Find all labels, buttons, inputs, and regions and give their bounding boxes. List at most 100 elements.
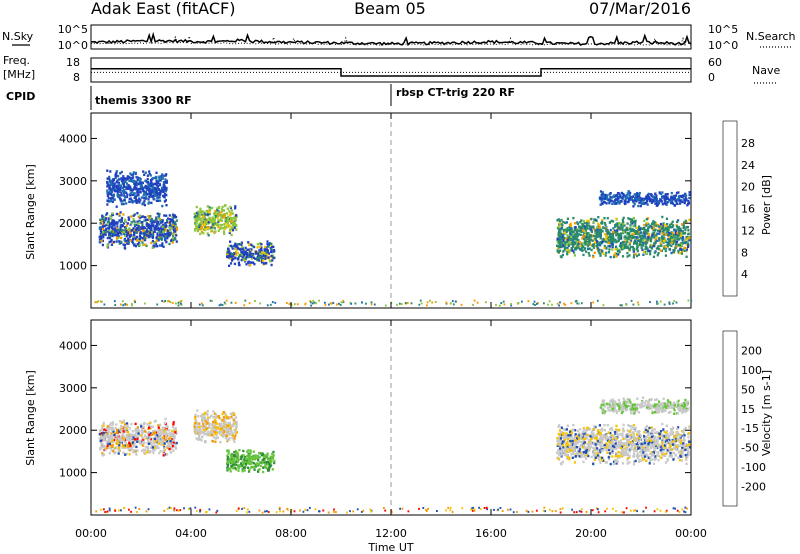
scatter-point-cluster-6 [637,204,640,208]
scatter-point-cluster-5 [558,239,561,243]
scatter-point-cluster-4 [640,444,643,447]
scatter-point-cluster-6 [644,202,647,205]
scatter-point-cluster-5 [654,250,657,253]
scatter-point-cluster-4 [236,244,239,247]
scatter-point-cluster-2 [116,186,119,189]
scatter-point-cluster-3 [247,470,251,473]
scatter-point-cluster-1 [139,442,142,445]
scatter-point-cluster-4 [674,439,678,442]
scatter-point-cluster-4 [260,246,263,249]
scatter-point-cluster-1 [136,243,139,246]
scatter-point-cluster-2 [221,430,224,433]
scatter-point-cluster-5 [590,225,593,228]
ground-scatter-point [254,300,256,302]
scatter-point-cluster-1 [125,438,128,441]
scatter-point-cluster-5 [618,237,621,240]
scatter-point-cluster-4 [240,247,244,251]
scatter-point-cluster-5 [629,227,632,230]
scatter-point-cluster-3 [247,456,250,459]
scatter-point-cluster-5 [683,232,686,235]
scatter-point-cluster-2 [228,421,231,425]
scatter-point-cluster-5 [570,228,573,232]
scatter-point-cluster-2 [122,177,125,180]
scatter-point-cluster-1 [110,217,113,221]
scatter-point-cluster-5 [592,221,595,224]
scatter-point-cluster-1 [162,450,165,453]
scatter-point-cluster-4 [240,243,243,246]
scatter-point-cluster-1 [100,428,103,432]
scatter-point-cluster-2 [198,436,201,439]
scatter-point-cluster-1 [124,218,127,221]
scatter-point-cluster-4 [228,244,231,248]
scatter-point-cluster-5 [563,249,566,252]
scatter-point-cluster-5 [615,217,618,221]
scatter-point-cluster-5 [597,216,600,219]
scatter-point-cluster-3 [222,209,225,212]
scatter-point-cluster-4 [270,263,273,267]
scatter-point-cluster-1 [112,438,115,442]
scatter-point-cluster-1 [99,227,102,231]
scatter-point-cluster-1 [134,449,137,453]
scatter-point-cluster-5 [610,241,613,244]
scatter-point-cluster-1 [172,449,175,452]
scatter-point-cluster-3 [248,455,251,458]
scatter-point-cluster-2 [222,429,225,433]
scatter-point-cluster-5 [577,233,580,236]
scatter-point-cluster-3 [223,225,226,229]
scatter-point-cluster-2 [204,432,207,436]
scatter-point-cluster-3 [226,224,229,227]
scatter-point-cluster-3 [227,463,230,466]
scatter-point-cluster-3 [241,463,245,466]
scatter-point-cluster-5 [599,234,602,237]
scatter-point-cluster-5 [681,230,684,233]
scatter-point-cluster-5 [574,222,577,225]
ground-scatter-point [596,299,599,302]
scatter-point-cluster-2 [155,171,158,174]
scatter-point-cluster-5 [649,239,652,243]
scatter-point-cluster-1 [156,232,159,235]
scatter-point-cluster-1 [115,240,118,243]
scatter-point-cluster-5 [590,248,593,252]
scatter-point-cluster-5 [632,220,635,223]
scatter-point-cluster-1 [118,430,121,433]
scatter-point-cluster-4 [568,450,571,453]
scatter-point-cluster-3 [258,451,261,455]
scatter-point-cluster-1 [100,238,103,241]
scatter-point-cluster-2 [161,204,164,208]
scatter-point-cluster-1 [106,212,109,215]
scatter-point-cluster-5 [586,244,589,247]
scatter-point-cluster-1 [120,424,123,428]
scatter-point-cluster-4 [259,252,262,255]
scatter-point-cluster-5 [588,224,591,227]
scatter-point-cluster-3 [210,226,213,229]
scatter-point-cluster-6 [606,195,609,199]
scatter-point-cluster-5 [624,240,627,243]
scatter-point-cluster-2 [142,194,145,197]
scatter-point-cluster-4 [230,252,233,255]
scatter-point-cluster-1 [174,228,177,231]
scatter-point-cluster-1 [136,238,139,242]
scatter-point-cluster-5 [662,222,665,225]
header-beam: Beam 05 [354,0,426,18]
scatter-point-cluster-2 [214,432,217,436]
scatter-point-cluster-1 [166,425,169,428]
scatter-point-cluster-1 [174,238,177,241]
scatter-point-cluster-4 [267,256,270,259]
scatter-point-cluster-2 [134,198,138,202]
scatter-point-cluster-1 [128,427,131,430]
scatter-point-cluster-5 [612,240,615,243]
scatter-point-cluster-4 [636,433,639,436]
scatter-point-cluster-1 [156,212,159,215]
scatter-point-cluster-4 [583,455,586,458]
scatter-point-cluster-2 [231,411,234,415]
scatter-point-cluster-1 [152,220,155,223]
scatter-point-cluster-5 [576,235,579,238]
scatter-point-cluster-1 [113,433,116,436]
scatter-point-cluster-5 [638,241,641,245]
scatter-point-cluster-1 [142,444,145,447]
scatter-point-cluster-2 [150,181,153,185]
ground-scatter-point [126,303,128,306]
scatter-point-cluster-3 [206,213,209,216]
scatter-point-cluster-5 [587,242,590,246]
